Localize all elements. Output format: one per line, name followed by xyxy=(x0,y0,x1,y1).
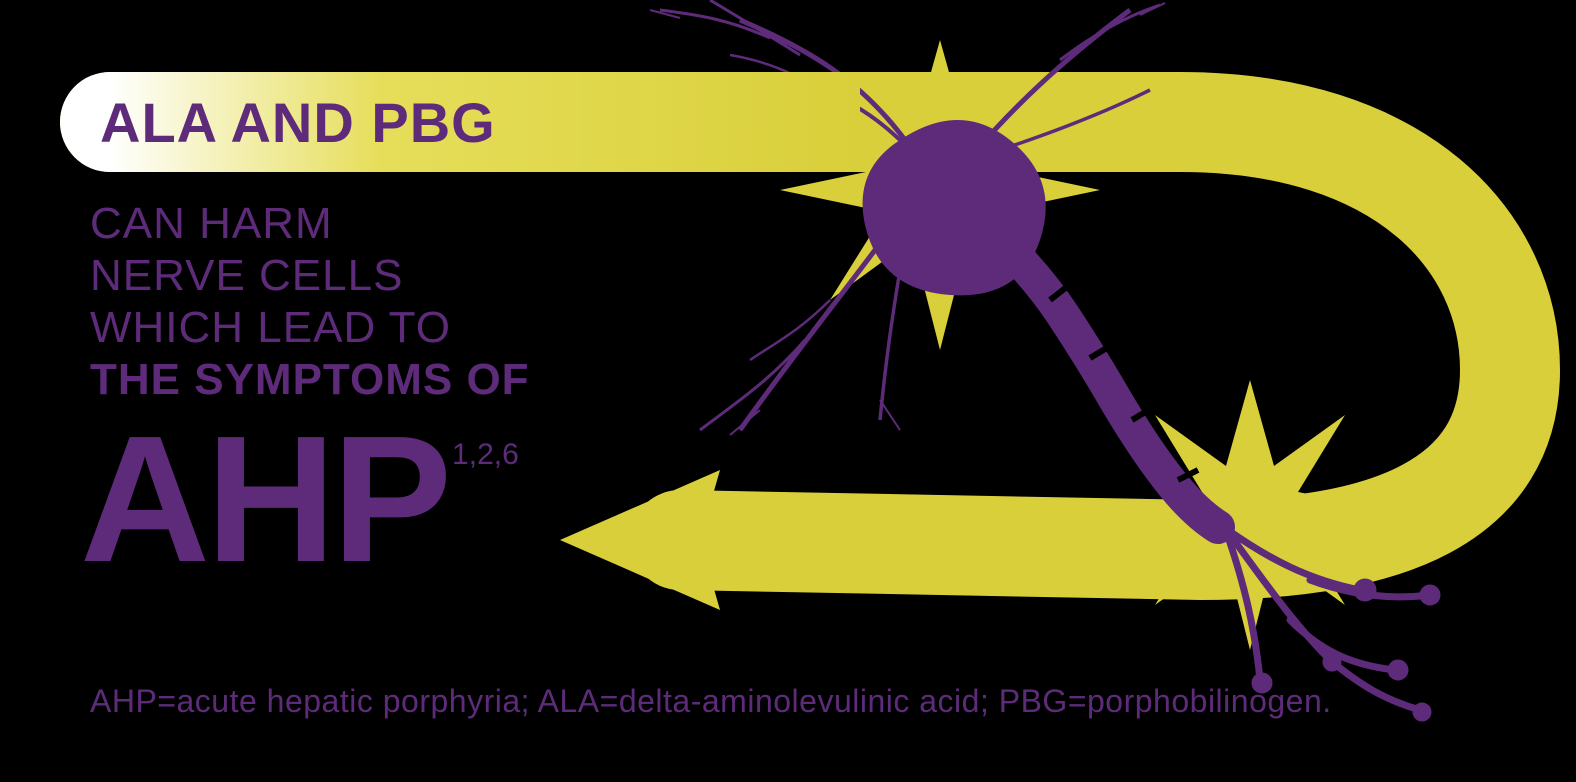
ahp-block: AHP 1,2,6 xyxy=(80,410,519,590)
title-text: ALA AND PBG xyxy=(100,90,496,155)
body-line-4: THE SYMPTOMS OF xyxy=(90,354,530,406)
arrowhead-icon xyxy=(560,470,720,610)
footnote-text: AHP=acute hepatic porphyria; ALA=delta-a… xyxy=(90,680,1332,723)
body-copy: CAN HARM NERVE CELLS WHICH LEAD TO THE S… xyxy=(90,198,530,406)
title-band: ALA AND PBG xyxy=(60,72,860,172)
swoosh-arrow-tail xyxy=(680,540,1100,542)
ahp-text: AHP xyxy=(80,410,448,590)
ahp-refs: 1,2,6 xyxy=(452,438,519,472)
starburst-lower-icon xyxy=(1110,380,1390,650)
body-line-3: WHICH LEAD TO xyxy=(90,302,530,354)
body-line-1: CAN HARM xyxy=(90,198,530,250)
body-line-2: NERVE CELLS xyxy=(90,250,530,302)
